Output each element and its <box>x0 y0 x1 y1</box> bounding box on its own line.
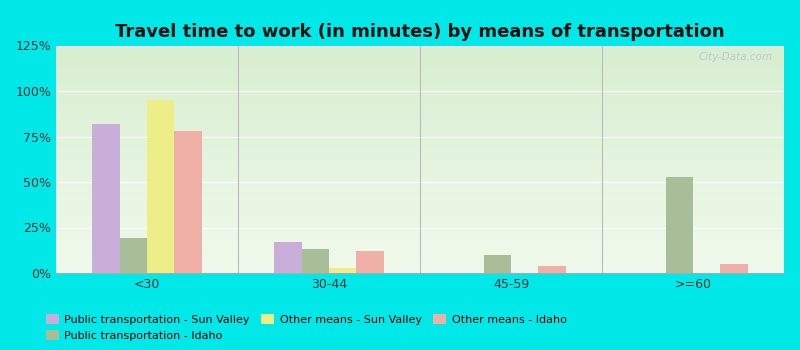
Bar <box>274 242 302 273</box>
Bar <box>93 124 120 273</box>
Text: City-Data.com: City-Data.com <box>699 52 773 62</box>
Bar <box>302 249 329 273</box>
Title: Travel time to work (in minutes) by means of transportation: Travel time to work (in minutes) by mean… <box>115 23 725 41</box>
Bar <box>329 267 356 273</box>
Bar <box>538 266 566 273</box>
Bar <box>147 100 174 273</box>
Bar <box>484 255 511 273</box>
Bar <box>666 176 693 273</box>
Bar <box>174 131 202 273</box>
Legend: Public transportation - Sun Valley, Public transportation - Idaho, Other means -: Public transportation - Sun Valley, Publ… <box>46 314 567 341</box>
Bar <box>120 238 147 273</box>
Bar <box>356 251 384 273</box>
Bar <box>720 264 747 273</box>
